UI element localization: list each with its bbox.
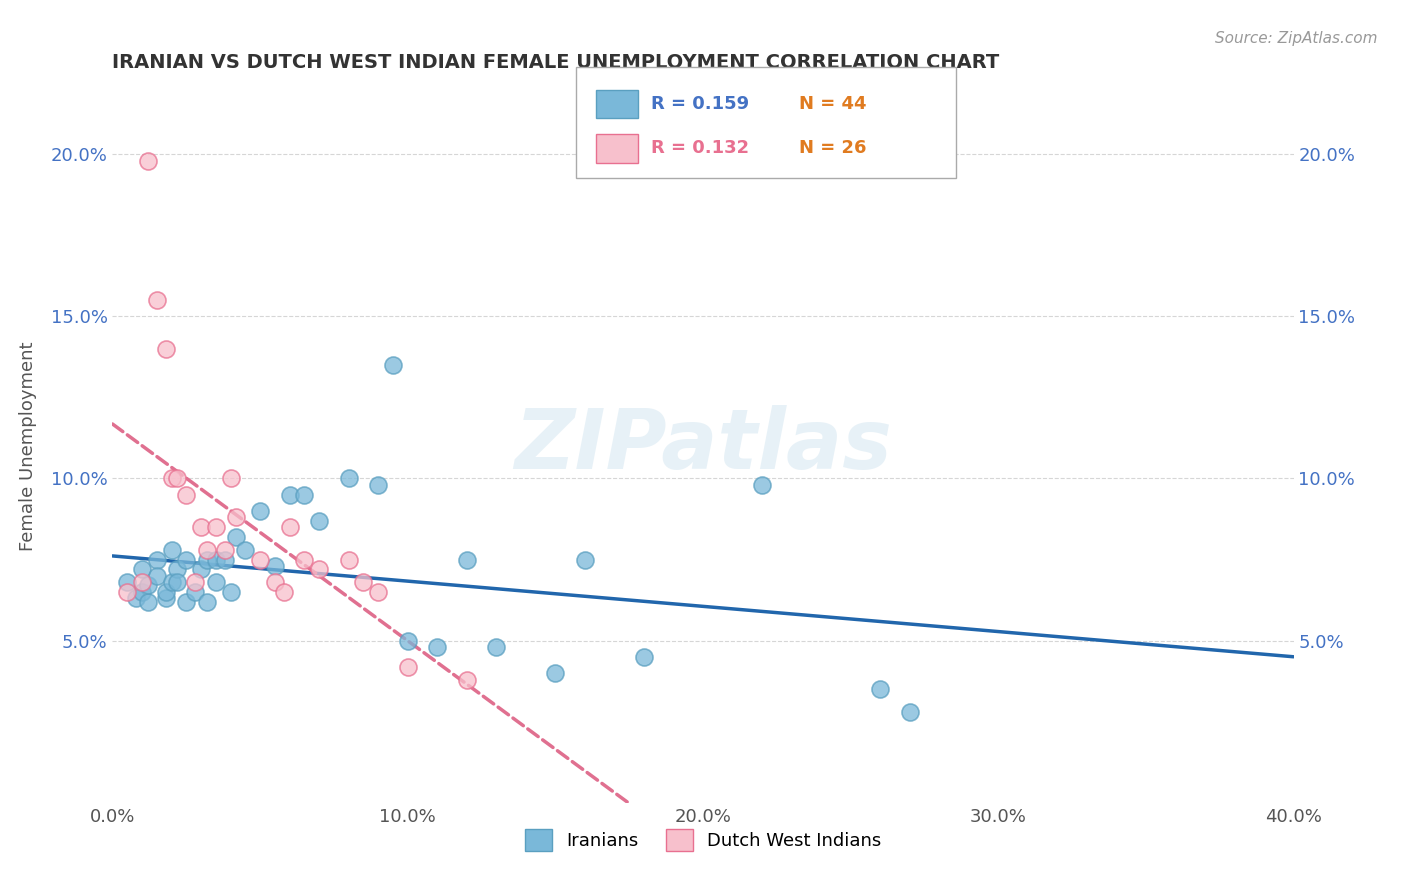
Point	[131, 562, 153, 576]
Point	[751, 478, 773, 492]
Text: R = 0.132: R = 0.132	[651, 139, 749, 157]
Point	[233, 542, 256, 557]
Point	[869, 682, 891, 697]
Point	[174, 552, 197, 566]
Point	[205, 520, 228, 534]
Point	[382, 358, 405, 372]
Point	[249, 504, 271, 518]
Point	[278, 488, 301, 502]
Point	[367, 585, 389, 599]
Point	[367, 478, 389, 492]
Point	[264, 575, 287, 590]
Point	[292, 552, 315, 566]
Point	[205, 552, 228, 566]
Point	[136, 578, 159, 592]
Point	[214, 542, 236, 557]
Text: R = 0.159: R = 0.159	[651, 95, 749, 113]
Point	[633, 649, 655, 664]
Point	[456, 552, 478, 566]
Point	[308, 514, 330, 528]
Point	[195, 552, 218, 566]
Point	[273, 585, 295, 599]
Point	[352, 575, 374, 590]
Point	[155, 342, 177, 356]
Point	[184, 585, 207, 599]
Point	[278, 520, 301, 534]
Text: N = 26: N = 26	[799, 139, 866, 157]
Point	[166, 575, 188, 590]
Point	[184, 575, 207, 590]
Point	[166, 471, 188, 485]
Point	[136, 595, 159, 609]
Point	[160, 575, 183, 590]
Point	[214, 552, 236, 566]
Text: Source: ZipAtlas.com: Source: ZipAtlas.com	[1215, 31, 1378, 46]
Point	[264, 559, 287, 574]
Point	[456, 673, 478, 687]
Point	[131, 575, 153, 590]
Y-axis label: Female Unemployment: Female Unemployment	[18, 342, 37, 550]
Point	[225, 510, 247, 524]
Point	[155, 585, 177, 599]
Point	[426, 640, 449, 654]
Point	[160, 471, 183, 485]
Point	[574, 552, 596, 566]
Legend: Iranians, Dutch West Indians: Iranians, Dutch West Indians	[517, 822, 889, 858]
Point	[160, 542, 183, 557]
Point	[117, 575, 138, 590]
Point	[195, 595, 218, 609]
Point	[125, 591, 148, 606]
Point	[337, 552, 360, 566]
Point	[155, 591, 177, 606]
Point	[308, 562, 330, 576]
Point	[190, 562, 212, 576]
Point	[131, 585, 153, 599]
Point	[544, 666, 567, 681]
Point	[146, 293, 169, 307]
Point	[219, 585, 242, 599]
Point	[190, 520, 212, 534]
Point	[485, 640, 508, 654]
Point	[117, 585, 138, 599]
Point	[174, 595, 197, 609]
Point	[219, 471, 242, 485]
Point	[249, 552, 271, 566]
Point	[898, 705, 921, 719]
Point	[396, 659, 419, 673]
Point	[195, 542, 218, 557]
Point	[146, 552, 169, 566]
Point	[174, 488, 197, 502]
Point	[225, 530, 247, 544]
Point	[292, 488, 315, 502]
Point	[205, 575, 228, 590]
Point	[146, 568, 169, 582]
Text: IRANIAN VS DUTCH WEST INDIAN FEMALE UNEMPLOYMENT CORRELATION CHART: IRANIAN VS DUTCH WEST INDIAN FEMALE UNEM…	[112, 54, 1000, 72]
Text: N = 44: N = 44	[799, 95, 866, 113]
Point	[136, 153, 159, 168]
Point	[337, 471, 360, 485]
Point	[166, 562, 188, 576]
Text: ZIPatlas: ZIPatlas	[515, 406, 891, 486]
Point	[396, 633, 419, 648]
